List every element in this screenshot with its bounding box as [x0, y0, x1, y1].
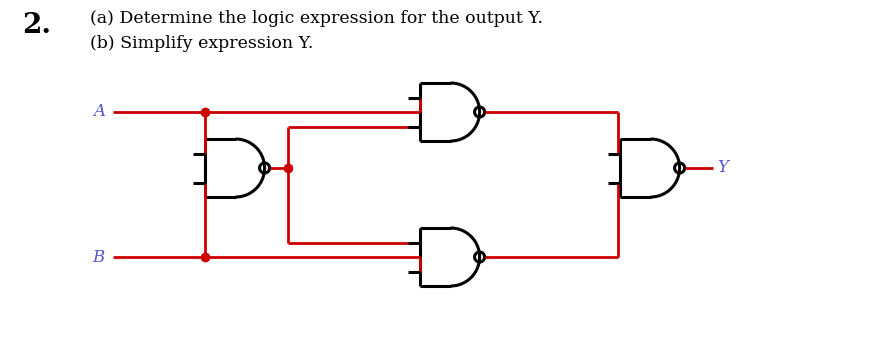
Text: 2.: 2.	[22, 12, 51, 39]
Text: A: A	[93, 104, 105, 121]
Text: Y: Y	[718, 159, 728, 176]
Text: (a) Determine the ​logic expression for the output Y.: (a) Determine the ​logic expression for …	[90, 10, 543, 27]
Text: (b) Simplify expression Y.: (b) Simplify expression Y.	[90, 35, 314, 52]
Text: B: B	[93, 248, 105, 266]
